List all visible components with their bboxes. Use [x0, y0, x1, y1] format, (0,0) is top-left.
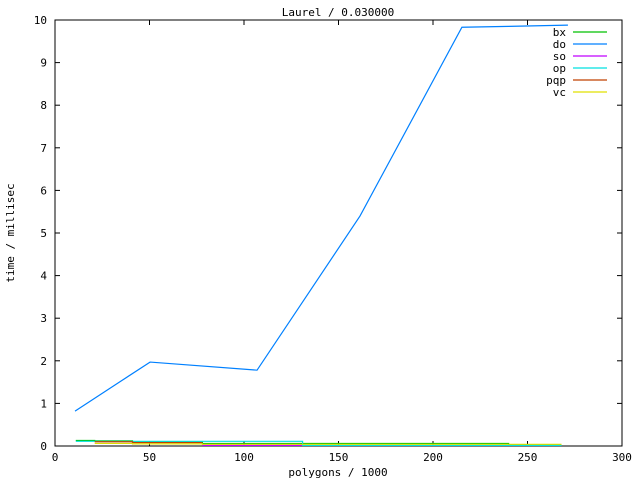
x-tick-label: 0	[52, 451, 59, 464]
y-tick-label: 4	[40, 270, 47, 283]
legend-label-vc: vc	[553, 86, 566, 99]
chart-title: Laurel / 0.030000	[282, 6, 395, 19]
y-tick-label: 2	[40, 355, 47, 368]
x-tick-label: 200	[423, 451, 443, 464]
x-tick-label: 250	[518, 451, 538, 464]
y-tick-label: 0	[40, 440, 47, 453]
x-tick-label: 300	[612, 451, 632, 464]
series-line-do	[74, 24, 568, 412]
y-tick-label: 5	[40, 227, 47, 240]
legend-label-bx: bx	[553, 26, 567, 39]
legend-label-pqp: pqp	[546, 74, 566, 87]
x-tick-label: 100	[234, 451, 254, 464]
y-tick-label: 9	[40, 57, 47, 70]
x-axis-label: polygons / 1000	[288, 466, 387, 479]
y-tick-label: 7	[40, 142, 47, 155]
y-tick-label: 1	[40, 397, 47, 410]
plot-frame	[54, 19, 623, 447]
y-tick-label: 6	[40, 184, 47, 197]
y-tick-label: 10	[34, 14, 47, 27]
x-tick-label: 150	[329, 451, 349, 464]
legend-label-do: do	[553, 38, 566, 51]
y-axis-label: time / millisec	[4, 183, 17, 282]
x-tick-label: 50	[143, 451, 156, 464]
series-line-pqp	[94, 441, 203, 444]
legend-label-op: op	[553, 62, 566, 75]
y-tick-label: 8	[40, 99, 47, 112]
series-line-op	[75, 440, 562, 446]
series-line-vc	[94, 442, 562, 445]
y-tick-label: 3	[40, 312, 47, 325]
legend-label-so: so	[553, 50, 566, 63]
